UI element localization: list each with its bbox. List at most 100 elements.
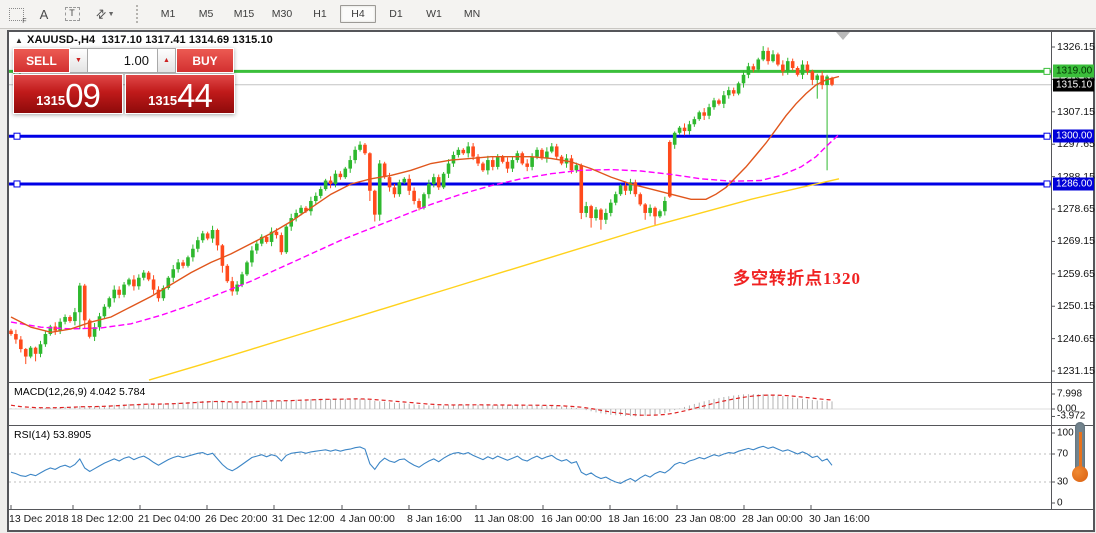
candle — [161, 287, 166, 299]
price-tick-label: 1240.65 — [1057, 332, 1095, 345]
candle — [181, 262, 185, 266]
candle — [608, 202, 613, 213]
chart-annotation: 多空转折点1320 — [733, 269, 861, 288]
candle — [38, 344, 43, 354]
candle — [776, 54, 780, 65]
candle — [63, 316, 67, 322]
grid-f-tool-icon[interactable] — [4, 3, 28, 25]
candle — [726, 90, 731, 96]
candle — [43, 334, 48, 345]
candle — [781, 64, 785, 72]
candle — [579, 165, 584, 213]
candle — [407, 178, 412, 191]
candle — [638, 194, 643, 205]
candle — [481, 163, 485, 171]
volume-input[interactable] — [88, 48, 158, 73]
candle — [82, 285, 87, 321]
date-label: 21 Dec 04:00 — [138, 513, 201, 525]
candle — [677, 127, 682, 133]
collapse-arrow-icon[interactable]: ▲ — [15, 36, 24, 45]
timeframe-button-H1[interactable]: H1 — [313, 8, 327, 20]
candle — [604, 212, 608, 220]
line-handle[interactable] — [13, 180, 21, 188]
toolbar-grip[interactable] — [136, 5, 143, 23]
candle — [402, 178, 407, 183]
candle — [58, 321, 62, 331]
candle — [14, 334, 18, 340]
line-handle[interactable] — [1043, 67, 1051, 75]
crosshair-tool-icon[interactable]: ⇄ ▼ — [88, 3, 122, 25]
candle — [584, 206, 588, 213]
chart-canvas[interactable] — [8, 31, 1094, 531]
candle — [230, 281, 235, 292]
timeframe-button-MN[interactable]: MN — [463, 8, 481, 20]
candle — [363, 144, 367, 154]
price-tick-label: 1278.65 — [1057, 203, 1095, 216]
candle — [697, 112, 702, 120]
date-label: 4 Jan 00:00 — [340, 513, 395, 525]
candle — [304, 207, 308, 212]
candle — [500, 156, 505, 162]
candle — [712, 100, 716, 108]
candle — [495, 156, 500, 167]
chart-shift-marker-icon[interactable] — [836, 32, 850, 40]
text-tool-icon[interactable]: T — [60, 3, 84, 25]
candle — [810, 71, 815, 80]
date-label: 30 Jan 16:00 — [809, 513, 870, 525]
candle — [368, 153, 372, 191]
horizontal-line-1300[interactable] — [9, 132, 1051, 140]
timeframe-button-M1[interactable]: M1 — [160, 8, 176, 20]
sell-button[interactable]: SELL — [13, 48, 70, 73]
candle — [289, 218, 294, 227]
timeframe-button-M15[interactable]: M15 — [233, 8, 255, 20]
candle — [343, 168, 348, 178]
candle — [707, 107, 711, 116]
buy-price-display[interactable]: 1315 44 — [125, 74, 235, 114]
candle — [790, 61, 795, 68]
volume-down-button[interactable]: ▼ — [70, 48, 88, 73]
buy-price-small: 1315 — [148, 93, 178, 108]
line-handle[interactable] — [13, 132, 21, 140]
rsi-axis-label: 0 — [1057, 497, 1063, 509]
candle — [264, 236, 269, 242]
timeframe-button-D1[interactable]: D1 — [389, 8, 403, 20]
timeframe-button-M30[interactable]: M30 — [271, 8, 293, 20]
line-handle[interactable] — [1043, 180, 1051, 188]
candle — [284, 226, 289, 253]
candle — [456, 149, 461, 155]
candle — [372, 190, 377, 215]
diagonal-arrows-icon: ⇄ — [92, 5, 110, 23]
candle — [549, 146, 554, 152]
price-tick-label: 1326.15 — [1057, 41, 1095, 53]
candle — [545, 151, 549, 159]
buy-button[interactable]: BUY — [176, 48, 234, 73]
candle — [820, 75, 824, 86]
candle — [741, 74, 746, 84]
candle — [53, 326, 58, 331]
chart-symbol: XAUUSD-,H4 — [27, 34, 96, 46]
volume-up-button[interactable]: ▲ — [158, 48, 176, 73]
line-handle[interactable] — [1043, 132, 1051, 140]
candle — [761, 50, 765, 60]
candle — [200, 233, 205, 241]
grid-icon — [8, 7, 27, 25]
horizontal-line-1286[interactable] — [9, 180, 1051, 188]
candle — [766, 50, 770, 62]
thermometer-mercury — [1078, 432, 1082, 474]
candle — [333, 173, 338, 184]
timeframe-button-H4[interactable]: H4 — [340, 5, 376, 23]
sell-price-display[interactable]: 1315 09 — [13, 74, 123, 114]
candle — [338, 173, 343, 178]
candle — [78, 285, 82, 313]
candle — [672, 132, 677, 145]
candle — [245, 262, 249, 275]
candle — [294, 212, 298, 219]
timeframe-button-W1[interactable]: W1 — [426, 8, 442, 20]
candle — [9, 330, 13, 335]
price-tick-label: 1259.65 — [1057, 267, 1095, 280]
candle — [466, 146, 471, 154]
macd-indicator — [9, 393, 1051, 417]
timeframe-button-M5[interactable]: M5 — [198, 8, 214, 20]
candle — [348, 160, 353, 169]
label-a-tool-icon[interactable]: A — [39, 6, 49, 22]
